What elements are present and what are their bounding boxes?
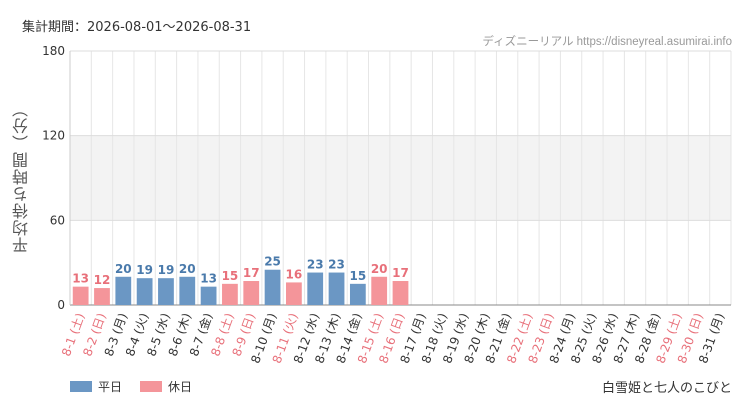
data-label: 20	[179, 262, 196, 276]
attraction-name: 白雪姫と七人のこびと	[601, 381, 732, 396]
legend-label-holiday: 休日	[168, 380, 193, 394]
data-label: 12	[94, 273, 111, 287]
data-label: 13	[72, 272, 89, 286]
legend-swatch-holiday	[140, 381, 163, 392]
bar-8-7 (金)	[200, 286, 217, 305]
bar-8-14 (金)	[349, 283, 366, 305]
grid-band	[70, 135, 731, 221]
data-label: 13	[200, 272, 217, 286]
y-tick-label: 60	[50, 213, 65, 227]
data-label: 15	[222, 269, 239, 283]
data-label: 15	[350, 269, 367, 283]
legend-label-weekday: 平日	[98, 380, 123, 394]
data-label: 19	[158, 263, 175, 277]
bar-8-3 (月)	[115, 276, 132, 305]
period-label: 集計期間：2026-08-01～2026-08-31	[22, 20, 252, 35]
bar-8-6 (木)	[179, 276, 196, 305]
data-label: 20	[371, 262, 388, 276]
legend-item-weekday[interactable]: 平日	[70, 378, 122, 395]
legend: 平日 休日	[70, 378, 192, 395]
data-label: 16	[286, 267, 303, 281]
data-label: 17	[243, 266, 260, 280]
bar-8-8 (土)	[222, 283, 238, 305]
legend-swatch-weekday	[70, 381, 92, 392]
bar-8-10 (月)	[264, 269, 281, 305]
data-label: 17	[392, 266, 409, 280]
bar-8-2 (日)	[94, 288, 110, 305]
bar-8-1 (土)	[72, 286, 89, 305]
bar-8-5 (水)	[158, 278, 174, 305]
bar-8-4 (火)	[136, 278, 153, 305]
bar-8-9 (日)	[243, 281, 260, 305]
source-label[interactable]: ディズニーリアル https://disneyreal.asumirai.inf…	[482, 36, 732, 48]
data-label: 20	[115, 262, 132, 276]
data-label: 23	[307, 258, 324, 272]
bar-8-15 (土)	[371, 276, 388, 305]
legend-item-holiday[interactable]: 休日	[140, 378, 192, 395]
data-label: 19	[136, 263, 153, 277]
y-tick-label: 0	[57, 298, 65, 312]
bar-8-12 (水)	[307, 272, 324, 305]
data-label: 25	[264, 255, 281, 269]
bar-8-13 (木)	[328, 272, 345, 305]
y-tick-label: 120	[42, 129, 65, 143]
data-label: 23	[328, 258, 345, 272]
y-tick-label: 180	[42, 44, 65, 58]
bar-8-16 (日)	[392, 281, 409, 305]
bar-8-11 (火)	[285, 282, 302, 305]
